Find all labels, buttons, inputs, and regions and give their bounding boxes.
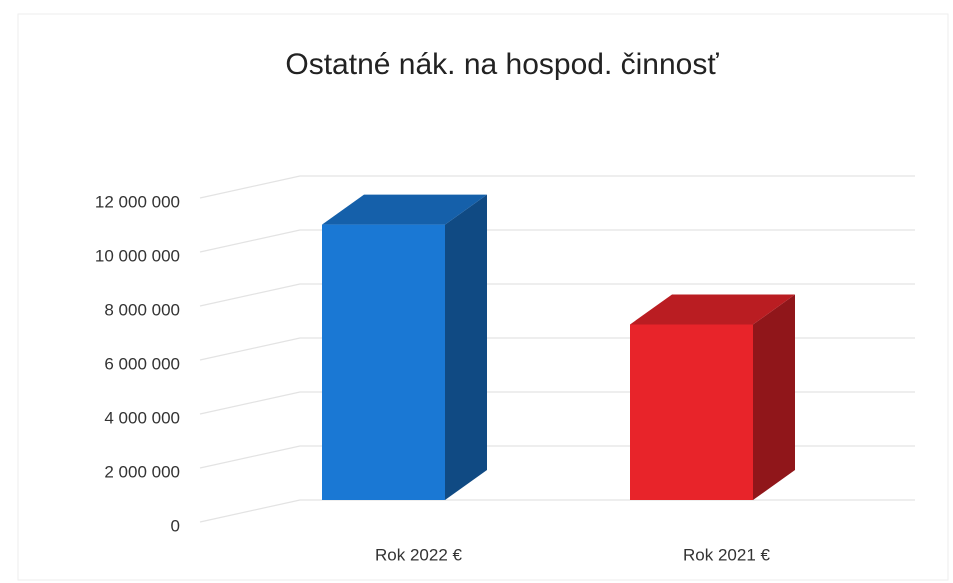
y-tick-label: 6 000 000 xyxy=(104,354,180,373)
y-tick-label: 4 000 000 xyxy=(104,408,180,427)
x-tick-label: Rok 2021 € xyxy=(683,545,770,564)
x-tick-label: Rok 2022 € xyxy=(375,545,462,564)
y-tick-label: 10 000 000 xyxy=(95,246,180,265)
bar xyxy=(322,224,445,500)
bar-side xyxy=(753,294,795,500)
chart-title: Ostatné nák. na hospod. činnosť xyxy=(285,48,719,81)
bar-side xyxy=(445,194,487,500)
grid-line xyxy=(199,229,915,253)
bar-top xyxy=(630,294,795,325)
y-tick-label: 2 000 000 xyxy=(104,462,180,481)
bar-top xyxy=(322,194,487,225)
grid-line xyxy=(199,283,915,307)
y-tick-label: 12 000 000 xyxy=(95,192,180,211)
bar xyxy=(630,324,753,500)
y-tick-label: 8 000 000 xyxy=(104,300,180,319)
grid-line xyxy=(199,175,915,199)
y-tick-label: 0 xyxy=(171,516,180,535)
